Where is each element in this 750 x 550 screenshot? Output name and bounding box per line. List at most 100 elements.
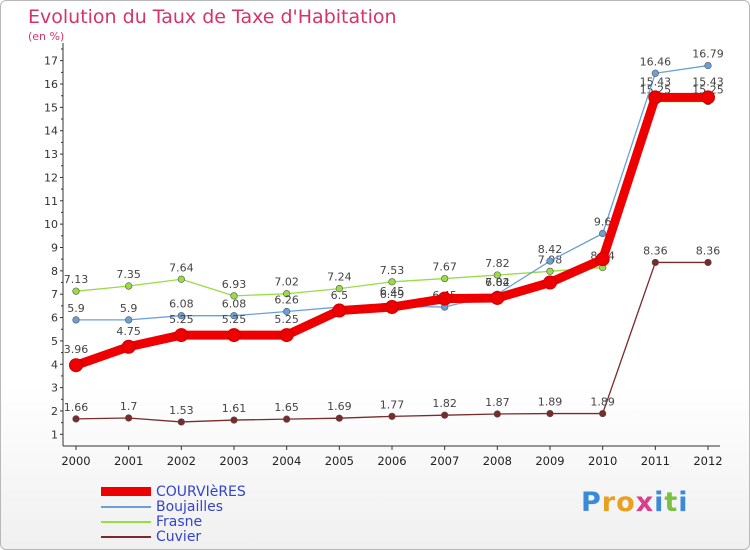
data-label-boujailles: 6.5 [331, 289, 349, 302]
legend-swatch-cuvier [101, 536, 151, 538]
data-label-boujailles: 5.9 [120, 302, 138, 315]
data-point-courvires [595, 252, 610, 267]
data-label-boujailles: 7.02 [485, 276, 510, 289]
data-label-frasne: 7.64 [169, 261, 194, 274]
y-tick-label: 10 [44, 218, 58, 231]
data-label-courvires: 15.43 [692, 75, 724, 88]
data-label-cuvier: 1.53 [169, 404, 194, 417]
data-label-frasne: 7.53 [380, 264, 405, 277]
data-point-frasne [283, 290, 291, 298]
data-point-cuvier [599, 409, 607, 418]
data-label-courvires: 3.96 [64, 343, 89, 356]
legend-label-courvieres: COURVIèRES [156, 484, 246, 500]
data-point-cuvier [72, 415, 80, 423]
data-point-frasne [230, 292, 238, 300]
data-point-cuvier [283, 415, 291, 423]
data-label-cuvier: 1.77 [380, 398, 405, 411]
data-point-boujailles [177, 312, 185, 320]
legend-label-boujailles: Boujailles [156, 499, 224, 515]
y-tick-label: 11 [44, 195, 58, 208]
data-label-frasne: 7.13 [64, 273, 89, 286]
y-tick-label: 8 [51, 265, 58, 278]
y-tick-label: 5 [51, 335, 58, 348]
logo-letter: t [664, 487, 679, 518]
data-point-courvires [227, 328, 241, 343]
x-tick-label: 2004 [272, 454, 301, 468]
data-label-frasne: 7.67 [432, 261, 457, 274]
data-point-cuvier [651, 258, 659, 267]
data-point-frasne [441, 274, 449, 283]
data-label-cuvier: 1.87 [485, 396, 510, 409]
data-point-frasne [125, 282, 133, 290]
logo-letter: o [616, 487, 636, 518]
x-tick-label: 2001 [114, 454, 143, 468]
y-tick-label: 14 [44, 125, 58, 138]
data-label-boujailles: 6.26 [274, 293, 299, 306]
data-label-boujailles: 6.08 [169, 298, 194, 311]
data-point-courvires [279, 328, 294, 343]
proxiti-logo: Proxiti [581, 487, 689, 518]
data-point-courvires [121, 339, 136, 354]
data-point-courvires [385, 300, 399, 315]
data-label-courvires: 6.84 [485, 276, 510, 289]
y-tick-label: 9 [51, 242, 58, 255]
x-tick-label: 2002 [167, 454, 196, 468]
data-label-cuvier: 1.69 [327, 400, 352, 413]
x-tick-label: 2003 [219, 454, 248, 468]
data-label-courvires: 6.45 [380, 285, 405, 298]
data-point-cuvier [177, 418, 185, 426]
data-label-cuvier: 8.36 [643, 244, 668, 257]
data-point-courvires [701, 90, 715, 105]
y-tick-label: 4 [51, 358, 58, 371]
data-label-boujailles: 16.46 [640, 55, 672, 68]
data-label-cuvier: 8.36 [696, 244, 721, 257]
data-point-cuvier [493, 410, 501, 418]
data-point-cuvier [388, 412, 396, 420]
data-point-courvires [332, 303, 347, 318]
data-label-courvires: 5.25 [222, 313, 247, 326]
data-point-courvires [69, 358, 83, 373]
data-label-boujailles: 8.42 [538, 243, 563, 256]
data-point-frasne [388, 278, 396, 286]
data-point-frasne [72, 287, 80, 295]
data-point-boujailles [283, 307, 291, 316]
x-tick-label: 2008 [483, 454, 512, 468]
x-tick-label: 2005 [325, 454, 354, 468]
data-point-cuvier [546, 409, 554, 418]
data-point-boujailles [230, 312, 238, 320]
data-point-cuvier [230, 416, 238, 424]
y-tick-label: 3 [51, 382, 58, 395]
x-tick-label: 2012 [693, 454, 722, 468]
data-point-frasne [177, 275, 185, 283]
data-label-boujailles: 5.9 [67, 302, 85, 315]
y-tick-label: 13 [44, 148, 58, 161]
data-point-frasne [335, 285, 343, 293]
logo-letter: i [654, 487, 665, 518]
data-point-courvires [648, 90, 663, 105]
data-point-cuvier [704, 258, 712, 267]
legend-swatch-boujailles [101, 506, 151, 508]
data-label-frasne: 7.35 [116, 268, 141, 281]
data-label-cuvier: 1.89 [590, 396, 615, 409]
data-point-boujailles [651, 69, 659, 77]
data-label-boujailles: 16.79 [692, 48, 724, 61]
data-point-boujailles [125, 316, 133, 324]
y-tick-label: 1 [51, 428, 58, 441]
data-point-courvires [174, 328, 189, 343]
data-point-cuvier [125, 414, 133, 422]
x-tick-label: 2006 [377, 454, 406, 468]
data-point-boujailles [704, 61, 712, 70]
y-tick-label: 2 [51, 405, 58, 418]
data-point-boujailles [72, 316, 80, 324]
legend-label-cuvier: Cuvier [156, 529, 202, 545]
data-label-boujailles: 6.08 [222, 298, 247, 311]
data-label-cuvier: 1.7 [120, 400, 138, 413]
data-point-frasne [493, 271, 501, 279]
legend-label-frasne: Frasne [156, 514, 203, 530]
data-label-cuvier: 1.65 [274, 401, 299, 414]
data-point-courvires [543, 275, 557, 290]
y-tick-label: 12 [44, 171, 58, 184]
y-tick-label: 17 [44, 55, 58, 68]
